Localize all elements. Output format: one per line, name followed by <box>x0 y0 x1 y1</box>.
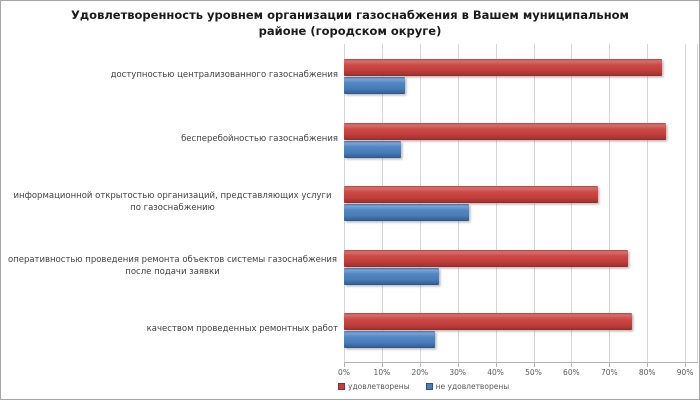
bar-unsatisfied <box>344 267 439 285</box>
x-axis-tickmark <box>419 363 421 367</box>
x-axis-tickmark <box>647 363 649 367</box>
bar-satisfied <box>344 186 598 204</box>
x-axis-tickmark <box>381 363 383 367</box>
x-axis-tick-label: 0% <box>338 368 350 377</box>
legend-label: не удовлетворены <box>435 382 510 391</box>
x-axis-tick-label: 60% <box>563 368 580 377</box>
category-label-text: бесперебойностью газоснабжения <box>181 133 338 144</box>
x-axis-tickmark <box>457 363 459 367</box>
legend-marker-unsatisfied <box>425 383 433 390</box>
bar-satisfied <box>344 59 663 76</box>
bar-unsatisfied <box>344 331 435 349</box>
legend-item: удовлетворены <box>338 382 410 391</box>
category-label-text: оперативностью проведения ремонта объект… <box>7 255 338 277</box>
legend: удовлетворены не удовлетворены <box>338 382 509 391</box>
x-axis-tick-label: 20% <box>411 368 429 377</box>
chart-title-line-1: Удовлетворенность уровнем организации га… <box>71 8 629 22</box>
legend-item: не удовлетворены <box>425 382 510 391</box>
bar-satisfied <box>344 313 633 331</box>
category-label-text: доступностью централизованного газоснабж… <box>110 70 338 81</box>
x-axis-tickmark <box>495 363 497 367</box>
x-axis-tickmark <box>571 363 573 367</box>
chart-title: Удовлетворенность уровнем организации га… <box>1 7 699 39</box>
legend-label: удовлетворены <box>348 382 410 391</box>
x-axis-labels: 0% 10% 20% 30% 40% 50% 60% 70% 80% 90% <box>338 368 698 378</box>
gridline <box>647 44 649 362</box>
x-axis-tickmark <box>685 363 687 367</box>
chart-title-line-2: районе (городском округе) <box>258 24 442 38</box>
x-axis-tick-label: 40% <box>487 368 504 377</box>
bar-satisfied <box>344 249 629 267</box>
gridline <box>609 44 611 362</box>
bar-unsatisfied <box>344 204 470 222</box>
category-label-text: качеством проведенных ремонтных работ <box>146 324 338 335</box>
bar-unsatisfied <box>344 140 401 158</box>
chart-row <box>344 171 698 235</box>
plot-area <box>344 44 698 362</box>
bar-satisfied <box>344 122 667 140</box>
legend-marker-satisfied <box>338 383 345 390</box>
x-axis-tickmark <box>609 363 611 367</box>
category-axis: доступностью централизованного газоснабж… <box>5 44 338 362</box>
gridline <box>685 44 687 362</box>
x-axis-line <box>344 362 698 368</box>
chart-row <box>344 108 698 172</box>
category-label: качеством проведенных ремонтных работ <box>5 298 338 362</box>
chart-row <box>344 44 698 108</box>
category-label: доступностью централизованного газоснабж… <box>5 44 338 108</box>
category-label: информационной открытостью организаций, … <box>5 171 338 235</box>
chart-row <box>344 298 698 362</box>
x-axis-tick-label: 50% <box>525 368 542 377</box>
bar-unsatisfied <box>344 77 405 94</box>
x-axis-tickmark <box>533 363 535 367</box>
x-axis-tick-label: 70% <box>600 368 618 377</box>
x-axis-tickmark <box>344 363 345 367</box>
x-axis-tick-label: 80% <box>638 368 656 377</box>
x-axis-tick-label: 30% <box>449 368 467 377</box>
category-label: оперативностью проведения ремонта объект… <box>5 235 338 299</box>
x-axis-tick-label: 90% <box>676 368 694 377</box>
category-label-text: информационной открытостью организаций, … <box>13 191 332 213</box>
x-axis-tick-label: 10% <box>373 368 391 377</box>
chart-row <box>344 235 698 299</box>
plot-right-border <box>697 44 698 362</box>
category-label: бесперебойностью газоснабжения <box>5 108 338 172</box>
